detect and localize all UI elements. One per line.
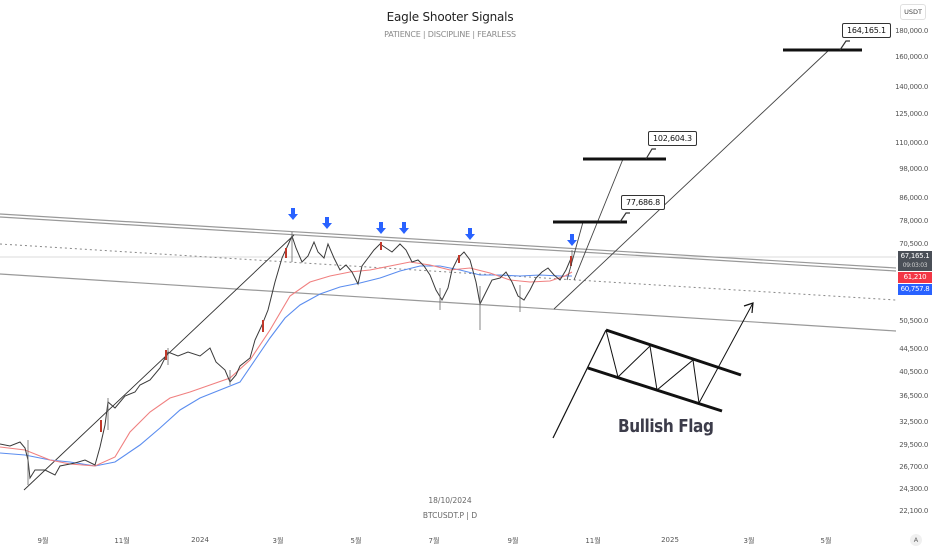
down-arrow-icon	[465, 228, 475, 240]
time-tick: 9월	[507, 537, 519, 545]
time-tick: 3월	[743, 537, 755, 545]
price-tick: 40,500.0	[899, 368, 928, 376]
price-tick: 98,000.0	[899, 165, 928, 173]
chart-footer-info: 18/10/2024 BTCUSDT.P | D	[380, 493, 520, 523]
time-tick: 5월	[820, 537, 832, 545]
time-tick: 11월	[585, 537, 601, 545]
down-arrow-icon	[399, 222, 409, 234]
auto-scale-button[interactable]: A	[910, 534, 922, 546]
bar-countdown: 09:03:03	[902, 262, 928, 269]
rising-trendline[interactable]	[23, 234, 295, 491]
price-tick: 32,500.0	[899, 418, 928, 426]
last-price-value: 67,165.1	[900, 252, 930, 260]
time-tick: 7월	[428, 537, 440, 545]
candlesticks	[0, 234, 573, 480]
projection-line-short[interactable]	[566, 221, 584, 281]
callout-tail	[619, 212, 630, 223]
bullish-flag-label: Bullish Flag	[618, 416, 714, 437]
ema-slow-badge: 60,757.8	[898, 284, 932, 295]
price-tick: 125,000.0	[895, 110, 928, 118]
ema-slow-line	[0, 265, 572, 467]
price-tick: 36,500.0	[899, 392, 928, 400]
channel-upper-line-a[interactable]	[0, 213, 896, 269]
chart-canvas[interactable]	[0, 0, 896, 530]
down-arrow-icon	[376, 222, 386, 234]
price-tick: 70,500.0	[899, 240, 928, 248]
time-tick: 11월	[114, 537, 130, 545]
price-tick: 29,500.0	[899, 441, 928, 449]
price-tick: 140,000.0	[895, 83, 928, 91]
channel-lower-line[interactable]	[0, 273, 896, 332]
candle-wicks	[27, 232, 573, 485]
currency-selector[interactable]: USDT	[900, 4, 926, 20]
time-tick: 3월	[272, 537, 284, 545]
target-callout-3[interactable]: 164,165.1	[842, 23, 891, 38]
time-axis[interactable]: 9월 11월 2024 3월 5월 7월 9월 11월 2025 3월 5월	[0, 530, 896, 551]
price-tick: 44,500.0	[899, 345, 928, 353]
target-callout-1[interactable]: 77,686.8	[621, 195, 666, 210]
chart-date: 18/10/2024	[428, 496, 472, 505]
channel-upper-line-b[interactable]	[0, 216, 896, 272]
down-arrow-icon	[288, 208, 298, 220]
projection-line-long[interactable]	[553, 49, 830, 310]
price-tick: 78,000.0	[899, 217, 928, 225]
time-tick: 9월	[37, 537, 49, 545]
callout-tail	[839, 40, 850, 51]
price-tick: 24,300.0	[899, 485, 928, 493]
price-axis[interactable]: USDT 180,000.0 160,000.0 140,000.0 125,0…	[895, 0, 934, 551]
chart-title-block: Eagle Shooter Signals PATIENCE | DISCIPL…	[0, 10, 900, 39]
chart-subtitle: PATIENCE | DISCIPLINE | FEARLESS	[384, 30, 516, 39]
price-tick: 22,100.0	[899, 507, 928, 515]
time-tick: 2024	[191, 536, 209, 544]
ema-fast-line	[0, 261, 573, 467]
touch-arrows	[288, 208, 577, 246]
time-tick: 5월	[350, 537, 362, 545]
price-tick: 110,000.0	[895, 139, 928, 147]
ema-fast-badge: 61,210	[898, 272, 932, 283]
chart-title: Eagle Shooter Signals	[386, 10, 514, 24]
time-tick: 2025	[661, 536, 679, 544]
projection-line-mid[interactable]	[573, 158, 624, 281]
price-tick: 50,500.0	[899, 317, 928, 325]
bullish-flag-diagram	[552, 302, 754, 439]
price-tick: 86,000.0	[899, 194, 928, 202]
last-price-badge: 67,165.1 09:03:03	[898, 251, 932, 271]
price-tick: 160,000.0	[895, 53, 928, 61]
price-tick: 180,000.0	[895, 27, 928, 35]
dotted-trendline	[0, 243, 896, 301]
candle-bodies-red	[100, 242, 572, 432]
chart-symbol: BTCUSDT.P | D	[422, 511, 478, 520]
down-arrow-icon	[322, 217, 332, 229]
callout-tail	[645, 148, 656, 160]
down-arrow-icon	[567, 234, 577, 246]
target-callout-2[interactable]: 102,604.3	[648, 131, 697, 146]
price-tick: 26,700.0	[899, 463, 928, 471]
